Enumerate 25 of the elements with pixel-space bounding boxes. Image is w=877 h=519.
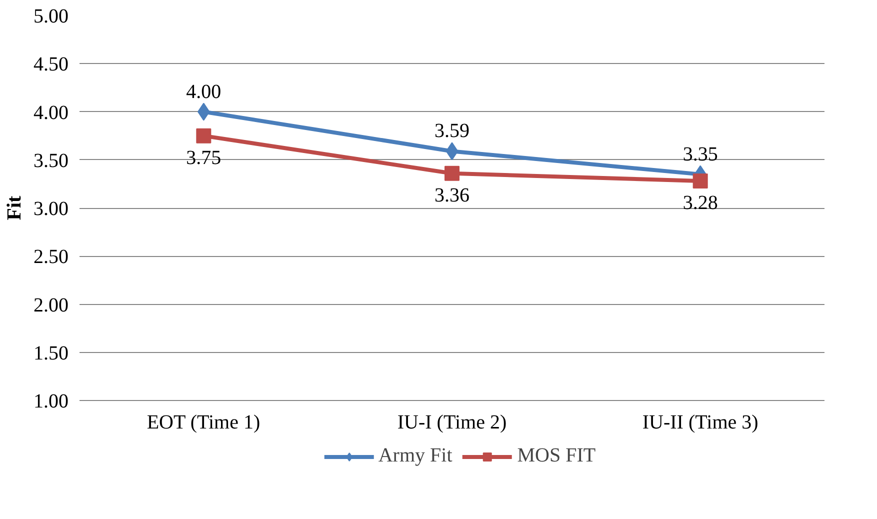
- data-label: 3.35: [682, 143, 718, 166]
- y-tick-label: 1.00: [34, 390, 68, 412]
- y-tick-label: 4.50: [34, 54, 68, 76]
- y-tick-label: 1.50: [34, 342, 68, 364]
- y-tick-label: 5.00: [34, 6, 68, 28]
- y-tick-label: 2.00: [34, 294, 68, 316]
- x-tick-label: IU-I (Time 2): [397, 412, 507, 434]
- point: [444, 166, 460, 181]
- y-tick-label: 3.50: [34, 150, 68, 172]
- x-tick-label: IU-II (Time 3): [642, 412, 758, 434]
- data-label: 3.28: [682, 192, 718, 214]
- point: [446, 142, 458, 160]
- y-tick-label: 3.00: [34, 198, 68, 220]
- data-label: 3.75: [186, 146, 222, 169]
- legend-label: MOS FIT: [517, 444, 596, 468]
- data-label: 3.36: [434, 184, 470, 206]
- y-axis-title: Fit: [4, 195, 26, 220]
- x-tick-label: EOT (Time 1): [146, 412, 260, 434]
- point: [692, 174, 708, 189]
- legend-label: Army Fit: [378, 444, 452, 468]
- y-tick-label: 2.50: [34, 246, 68, 268]
- data-label: 4.00: [186, 80, 222, 103]
- data-label: 3.59: [434, 120, 470, 142]
- y-tick-label: 4.00: [34, 102, 68, 124]
- point: [196, 128, 212, 144]
